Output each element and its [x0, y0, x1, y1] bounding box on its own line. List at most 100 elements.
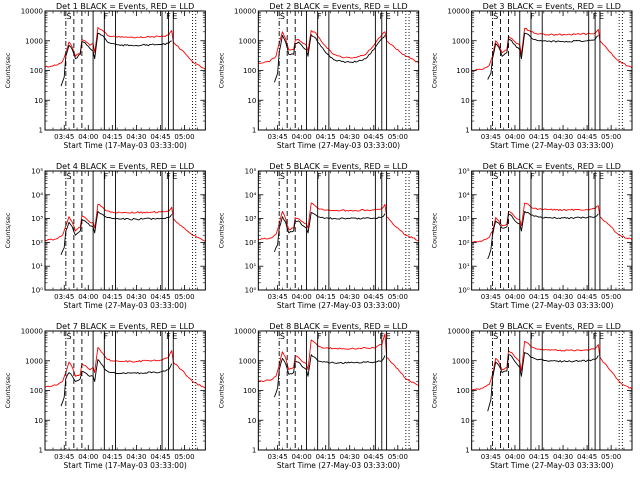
x-tick-label: 04:30 [553, 293, 573, 301]
series-line-lld [44, 26, 206, 70]
event-marker-letter: S [67, 12, 72, 21]
y-tick-label: 10000 [21, 8, 43, 16]
y-tick-label: 10 [247, 97, 256, 105]
y-tick-label: 100 [243, 387, 256, 395]
y-axis-label: Counts/sec [217, 372, 225, 408]
x-tick-label: 05:00 [601, 293, 621, 301]
event-marker-letter: F [317, 332, 322, 341]
event-marker-letter: S [67, 172, 72, 181]
event-marker-letter: F [593, 332, 598, 341]
event-marker-letter: E [386, 332, 391, 341]
x-axis-label: Start Time (27-May-03 03:33:00) [490, 141, 613, 150]
event-marker-letter: F [166, 12, 171, 21]
x-axis-label: Start Time (27-May-03 03:33:00) [277, 301, 400, 310]
y-tick-label: 10 [34, 97, 43, 105]
x-tick-label: 04:00 [292, 453, 312, 461]
x-axis-label: Start Time (27-May-03 03:33:00) [490, 301, 613, 310]
y-tick-label: 10000 [234, 8, 256, 16]
x-tick-label: 04:45 [577, 453, 597, 461]
x-tick-label: 04:00 [505, 133, 525, 141]
y-tick-label: 1000 [239, 357, 257, 365]
x-axis-label: Start Time (27-May-03 03:33:00) [277, 461, 400, 470]
y-tick-label: 10000 [447, 328, 469, 336]
y-tick-label: 1000 [25, 37, 43, 45]
x-tick-label: 03:45 [267, 293, 287, 301]
x-tick-label: 04:30 [340, 133, 360, 141]
y-axis-label: Counts/sec [4, 52, 12, 88]
event-marker-letter: E [386, 172, 391, 181]
panel-title: Det 9 BLACK = Events, RED = LLD [483, 322, 621, 331]
series-line-lld [258, 333, 419, 386]
y-tick-label: 10000 [234, 328, 256, 336]
x-tick-label: 03:45 [54, 293, 74, 301]
plot-frame [257, 170, 420, 291]
series-line-lld [471, 202, 633, 243]
series-line-events [273, 354, 386, 398]
panel-title: Det 2 BLACK = Events, RED = LLD [269, 2, 407, 11]
panel-title: Det 8 BLACK = Events, RED = LLD [269, 322, 407, 331]
x-tick-label: 04:30 [553, 453, 573, 461]
x-tick-label: 04:30 [126, 133, 146, 141]
event-marker-letter: F [317, 172, 322, 181]
event-marker-letter: F [593, 172, 598, 181]
series-line-lld [471, 340, 633, 391]
x-tick-label: 04:15 [529, 293, 549, 301]
series-line-lld [258, 30, 419, 64]
x-tick-label: 04:15 [529, 453, 549, 461]
x-tick-label: 03:45 [267, 133, 287, 141]
x-tick-label: 04:45 [577, 293, 597, 301]
event-marker-letter: S [67, 332, 72, 341]
event-marker-letter: E [599, 172, 604, 181]
plot-frame [44, 330, 206, 451]
plot-frame [471, 170, 633, 291]
plot-frame [471, 330, 633, 451]
event-marker-letter: S [493, 12, 498, 21]
panel-title: Det 3 BLACK = Events, RED = LLD [483, 2, 621, 11]
event-marker-letter: S [280, 332, 285, 341]
x-tick-label: 05:00 [601, 453, 621, 461]
event-marker-letter: E [599, 332, 604, 341]
y-tick-label: 1 [39, 127, 43, 135]
y-tick-label: 1000 [25, 357, 43, 365]
x-tick-label: 05:00 [388, 453, 408, 461]
x-tick-label: 04:45 [150, 453, 170, 461]
event-marker-letter: S [280, 172, 285, 181]
event-marker-letter: F [166, 332, 171, 341]
y-tick-label: 1 [39, 447, 43, 455]
y-tick-label: 10¹ [245, 263, 257, 271]
panel-title: Det 1 BLACK = Events, RED = LLD [56, 2, 194, 11]
x-tick-label: 05:00 [388, 293, 408, 301]
x-tick-label: 04:00 [505, 453, 525, 461]
x-tick-label: 04:15 [316, 293, 336, 301]
y-tick-label: 1 [465, 127, 469, 135]
event-marker-letter: F [379, 332, 384, 341]
event-marker-letter: F [379, 12, 384, 21]
y-tick-label: 1000 [452, 37, 470, 45]
x-tick-label: 04:30 [553, 133, 573, 141]
x-tick-label: 04:45 [364, 133, 384, 141]
x-tick-label: 04:00 [78, 293, 98, 301]
x-tick-label: 04:30 [126, 453, 146, 461]
event-marker-letter: F [104, 172, 109, 181]
x-axis-label: Start Time (27-May-03 03:33:00) [277, 141, 400, 150]
x-tick-label: 04:00 [292, 293, 312, 301]
event-marker-letter: E [172, 12, 177, 21]
series-line-lld [44, 346, 206, 389]
x-axis-label: Start Time (17-May-03 03:33:00) [64, 141, 187, 150]
x-tick-label: 04:30 [340, 453, 360, 461]
series-line-lld [258, 202, 419, 241]
y-tick-label: 10² [245, 239, 257, 247]
x-tick-label: 03:45 [54, 133, 74, 141]
x-tick-label: 03:45 [267, 453, 287, 461]
x-tick-label: 04:30 [340, 293, 360, 301]
x-axis-label: Start Time (17-May-03 03:33:00) [64, 461, 187, 470]
event-marker-letter: E [386, 12, 391, 21]
